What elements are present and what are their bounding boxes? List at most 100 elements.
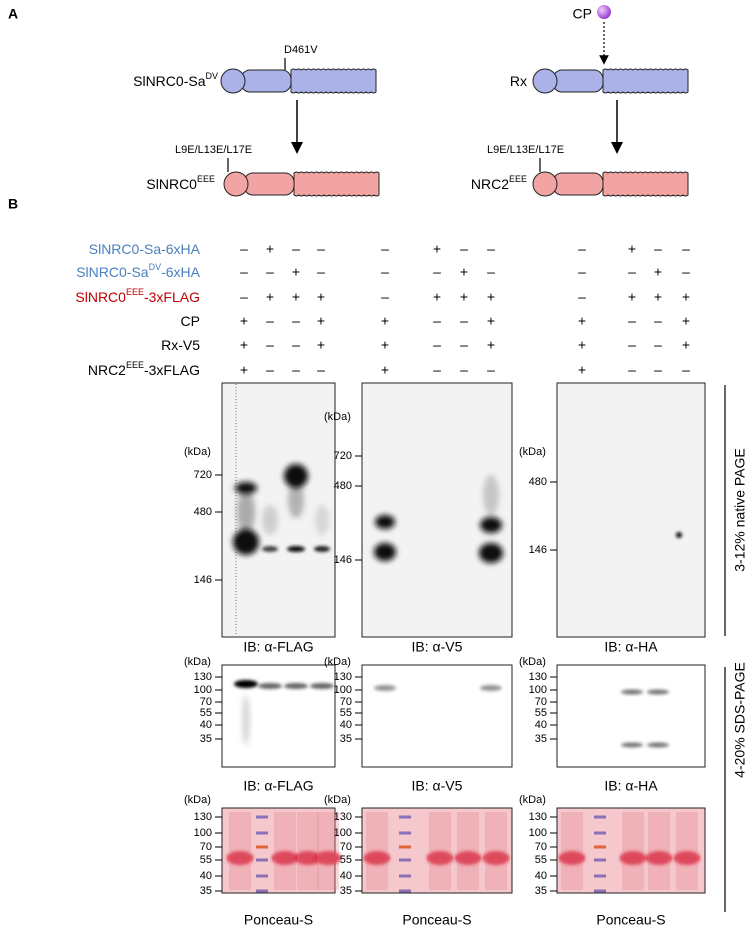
marker-label: 35 <box>340 885 352 897</box>
lane-smear <box>366 812 388 890</box>
name-base: Rx-V5 <box>161 337 200 353</box>
name-sup: DV <box>205 71 218 81</box>
treatment-sign: – <box>317 362 325 378</box>
ladder-band <box>399 889 411 893</box>
treatment-sign: + <box>682 337 690 353</box>
kda-unit: (kDa) <box>519 656 546 668</box>
treatment-sign: + <box>578 362 586 378</box>
marker-label: 55 <box>340 854 352 866</box>
treatment-sign: + <box>317 289 325 305</box>
blot-caption: Ponceau-S <box>244 912 313 928</box>
name-base: SlNRC0-Sa-6xHA <box>89 241 201 257</box>
name-base: Rx <box>510 73 527 89</box>
treatment-sign: + <box>682 289 690 305</box>
kda-unit: (kDa) <box>519 446 546 458</box>
treatment-sign: – <box>292 241 300 257</box>
ladder-band <box>256 858 268 862</box>
lane-smear <box>622 812 644 890</box>
blot-caption: IB: α-HA <box>604 778 658 794</box>
effector-label: CP <box>573 6 592 22</box>
band <box>647 742 669 748</box>
name-base: SlNRC0 <box>146 176 197 192</box>
kda-unit: (kDa) <box>324 411 351 423</box>
treatment-label: CP <box>181 313 200 329</box>
marker-label: 70 <box>340 841 352 853</box>
blot <box>361 807 513 894</box>
marker-label: 35 <box>535 885 547 897</box>
lane-smear <box>429 812 451 890</box>
band <box>235 482 257 494</box>
protein-band <box>295 851 321 865</box>
ladder-band <box>594 874 606 878</box>
blot-caption: IB: α-HA <box>604 639 658 655</box>
treatment-sign: – <box>628 337 636 353</box>
marker-label: 480 <box>194 506 212 518</box>
treatment-sign: – <box>654 337 662 353</box>
name-base: SlNRC0-Sa <box>133 73 206 89</box>
treatment-sign: – <box>266 362 274 378</box>
treatment-sign: + <box>578 313 586 329</box>
blot <box>221 664 336 768</box>
domain-nb <box>243 172 295 196</box>
mutation: L9E/L13E/L17E <box>175 144 252 156</box>
name-sup: DV <box>149 262 162 272</box>
ladder-band <box>256 889 268 893</box>
treatment-sign: + <box>381 362 389 378</box>
treatment-label: NRC2EEE-3xFLAG <box>88 360 200 377</box>
protein-band <box>559 851 585 865</box>
marker-label: 40 <box>200 870 212 882</box>
treatment-sign: + <box>317 337 325 353</box>
lane-smear <box>274 812 296 890</box>
domain-nb <box>552 69 604 93</box>
kda-unit: (kDa) <box>324 794 351 806</box>
domain-lrr <box>293 171 380 197</box>
protein-band <box>674 851 700 865</box>
name-base: SlNRC0-Sa <box>76 264 149 280</box>
band <box>287 546 305 552</box>
band <box>234 680 258 688</box>
treatment-sign: – <box>682 241 690 257</box>
construct-name: SlNRC0-SaDV <box>133 71 218 88</box>
treatment-sign: – <box>317 264 325 280</box>
marker-label: 100 <box>194 684 212 696</box>
blot-caption: IB: α-FLAG <box>243 778 313 794</box>
marker-label: 480 <box>529 476 547 488</box>
treatment-sign: – <box>628 313 636 329</box>
band <box>480 685 502 691</box>
marker-label: 40 <box>535 870 547 882</box>
treatment-sign: – <box>628 264 636 280</box>
mutation: L9E/L13E/L17E <box>487 144 564 156</box>
treatment-sign: – <box>381 264 389 280</box>
band <box>258 683 282 689</box>
marker-label: 40 <box>340 719 352 731</box>
kda-unit: (kDa) <box>184 446 211 458</box>
domain-lrr <box>290 68 377 94</box>
marker-label: 70 <box>340 696 352 708</box>
blot <box>221 807 336 894</box>
marker-label: 100 <box>194 827 212 839</box>
treatment-sign: – <box>628 362 636 378</box>
marker-label: 100 <box>529 684 547 696</box>
treatment-sign: + <box>628 241 636 257</box>
band <box>676 532 682 538</box>
kda-unit: (kDa) <box>184 794 211 806</box>
blot-caption: Ponceau-S <box>596 912 665 928</box>
marker-label: 720 <box>194 469 212 481</box>
marker-label: 35 <box>200 733 212 745</box>
domain-lrr <box>602 171 689 197</box>
treatment-sign: – <box>266 313 274 329</box>
kda-unit: (kDa) <box>184 656 211 668</box>
marker-label: 130 <box>194 811 212 823</box>
ladder-band <box>594 831 606 835</box>
treatment-sign: – <box>433 337 441 353</box>
side-label: 3-12% native PAGE <box>732 448 747 571</box>
band <box>242 695 250 745</box>
ladder-band <box>256 845 268 849</box>
protein-band <box>427 851 453 865</box>
treatment-sign: – <box>654 241 662 257</box>
treatment-sign: – <box>292 313 300 329</box>
ladder-band <box>594 889 606 893</box>
blot-caption: Ponceau-S <box>402 912 471 928</box>
band <box>284 464 308 488</box>
marker-label: 70 <box>535 841 547 853</box>
